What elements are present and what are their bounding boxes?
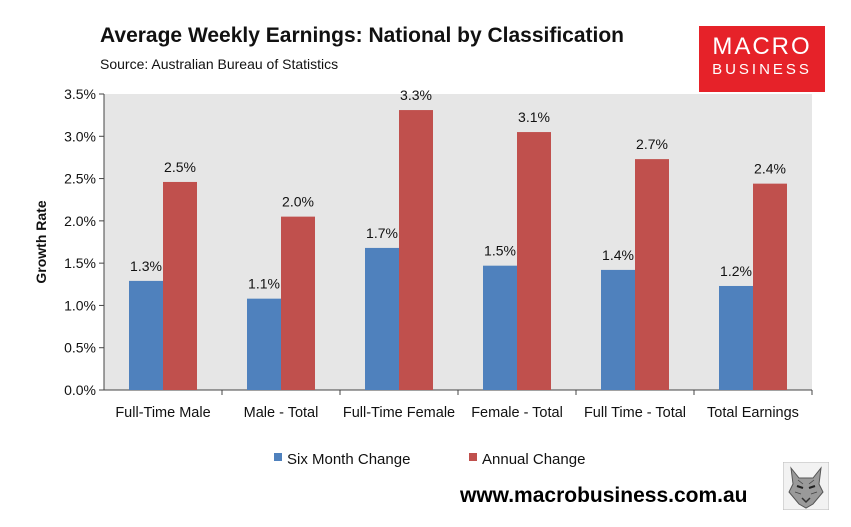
y-tick-label: 3.5%: [64, 86, 96, 102]
data-label-annual: 3.3%: [400, 87, 432, 103]
data-label-six-month: 1.7%: [366, 225, 398, 241]
legend-swatch: [469, 453, 477, 461]
y-tick-label: 0.0%: [64, 382, 96, 398]
x-tick-label: Total Earnings: [707, 405, 799, 421]
x-tick-label: Full-Time Female: [343, 405, 455, 421]
data-label-six-month: 1.4%: [602, 247, 634, 263]
x-tick-label: Female - Total: [471, 405, 563, 421]
bar-six-month: [483, 265, 517, 390]
plot-area: [104, 94, 812, 390]
bar-annual: [281, 216, 315, 390]
bar-annual: [163, 181, 197, 390]
bar-annual: [517, 132, 551, 391]
data-label-six-month: 1.2%: [720, 263, 752, 279]
logo-line-1: MACRO: [712, 33, 812, 60]
data-label-annual: 2.7%: [636, 136, 668, 152]
y-tick-label: 2.5%: [64, 171, 96, 187]
y-tick-label: 0.5%: [64, 340, 96, 356]
x-tick-label: Male - Total: [244, 405, 319, 421]
y-tick-label: 3.0%: [64, 128, 96, 144]
data-label-annual: 3.1%: [518, 109, 550, 125]
bar-six-month: [601, 269, 635, 390]
y-axis-label: Growth Rate: [33, 200, 49, 283]
data-label-six-month: 1.5%: [484, 243, 516, 259]
data-label-annual: 2.4%: [754, 161, 786, 177]
chart-subtitle: Source: Australian Bureau of Statistics: [100, 56, 339, 72]
bar-annual: [635, 159, 669, 390]
bar-six-month: [719, 285, 753, 390]
y-tick-label: 1.5%: [64, 255, 96, 271]
macrobusiness-logo: MACRO BUSINESS: [699, 26, 825, 92]
x-tick-label: Full-Time Male: [115, 405, 210, 421]
y-tick-label: 1.0%: [64, 297, 96, 313]
chart-title: Average Weekly Earnings: National by Cla…: [100, 24, 625, 47]
y-tick-label: 2.0%: [64, 213, 96, 229]
legend-swatch: [274, 453, 282, 461]
wolf-mascot-icon: [783, 462, 829, 510]
data-label-annual: 2.0%: [282, 194, 314, 210]
data-label-six-month: 1.3%: [130, 258, 162, 274]
x-tick-label: Full Time - Total: [584, 405, 686, 421]
legend-label: Annual Change: [482, 451, 585, 468]
data-label-annual: 2.5%: [164, 159, 196, 175]
bar-annual: [753, 183, 787, 390]
legend-label: Six Month Change: [287, 451, 410, 468]
bar-annual: [399, 110, 433, 390]
bar-six-month: [129, 280, 163, 390]
bar-six-month: [365, 247, 399, 390]
bar-six-month: [247, 298, 281, 390]
logo-line-2: BUSINESS: [712, 61, 812, 78]
website-url: www.macrobusiness.com.au: [460, 484, 748, 507]
data-label-six-month: 1.1%: [248, 276, 280, 292]
